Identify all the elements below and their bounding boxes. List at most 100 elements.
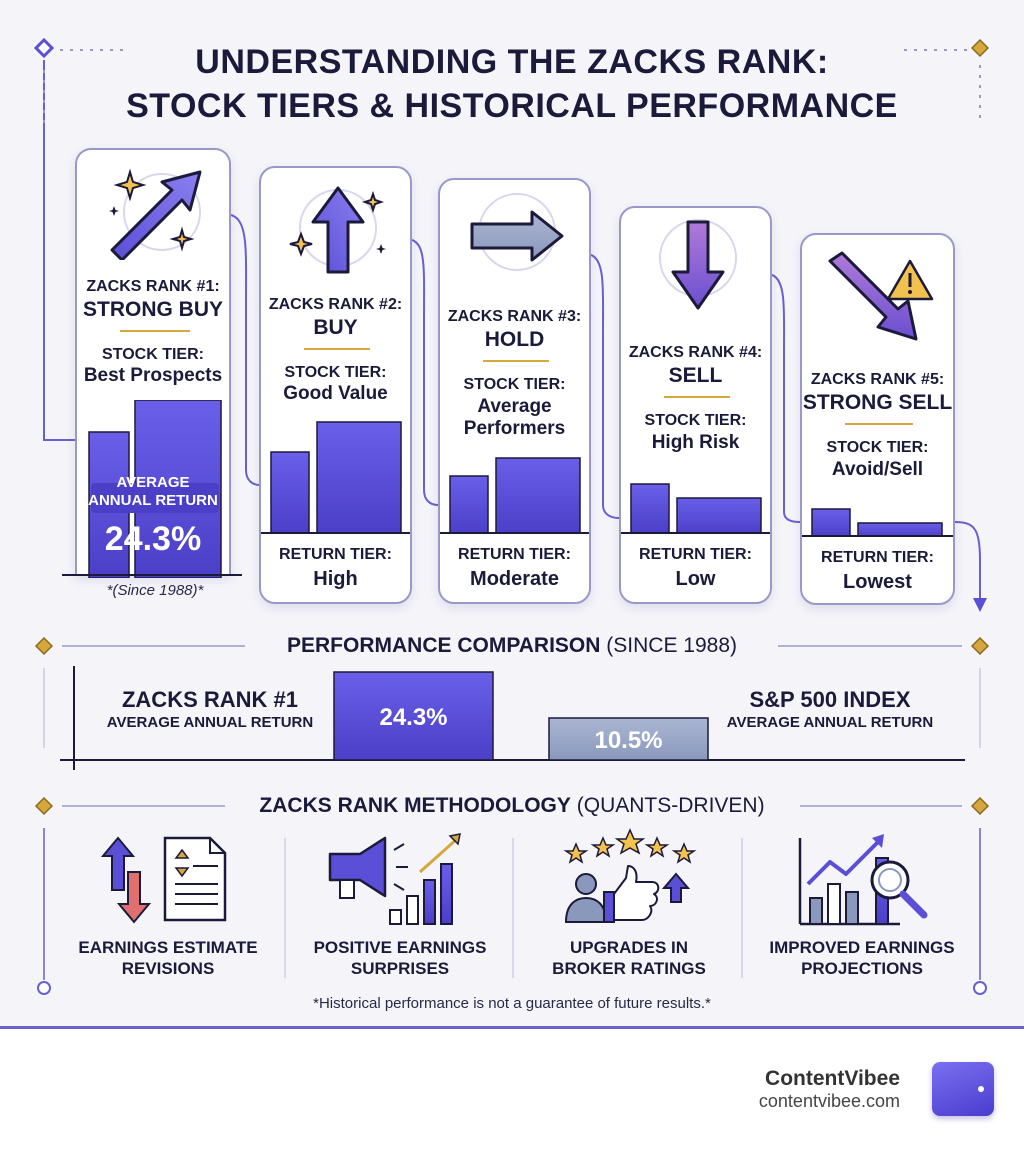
stock-tier-label: STOCK TIER: [102,346,204,363]
sp500-value: 10.5% [594,727,663,754]
return-tier-value: High [313,568,358,590]
return-bars [270,421,402,534]
trending-down-arrow-icon [828,251,934,341]
stock-tier-label: STOCK TIER: [826,439,929,456]
methodology-label: REVISIONS [121,959,215,978]
return-bars [811,508,943,537]
methodology-frame [34,796,990,995]
rank-name: HOLD [484,328,545,351]
sp500-bar [548,717,709,761]
rank-label: ZACKS RANK #5: [810,371,945,388]
return-tier-label: RETURN TIER: [639,546,752,563]
return-tier-value: Low [675,568,716,590]
methodology-label: UPGRADES IN [569,938,689,957]
avg-label-2: ANNUAL RETURN [88,492,218,509]
flow-arrowhead [973,598,987,612]
rank-name: STRONG BUY [82,298,223,321]
rank-name: SELL [668,364,723,387]
return-tier-value: Moderate [470,568,559,590]
methodology-title: ZACKS RANK METHODOLOGY [259,794,571,817]
stock-tier-label: STOCK TIER: [284,364,387,381]
frame-decoration [43,49,981,600]
return-bar [316,421,402,534]
brand-url[interactable]: contentvibee.com [758,1091,900,1111]
revision-arrows-document-icon [100,836,227,924]
methodology-label: IMPROVED EARNINGS [769,938,955,957]
stock-tier-value: Performers [463,418,566,439]
return-bars [630,483,762,534]
rank-label: ZACKS RANK #3: [447,308,582,325]
megaphone-growth-chart-icon [328,833,461,925]
rank-card-5: ZACKS RANK #5: STRONG SELL STOCK TIER: A… [800,233,955,605]
stock-tier-value: High Risk [651,432,740,453]
return-bar [630,483,670,534]
return-bar [449,475,489,534]
divider [845,423,913,425]
stock-tier-value: Best Prospects [83,365,223,386]
return-bar [270,451,310,534]
return-bar [857,522,943,537]
comparison-title: PERFORMANCE COMPARISON [286,634,601,657]
rank-card-2: ZACKS RANK #2: BUY STOCK TIER: Good Valu… [259,166,412,604]
sp500-subtitle: AVERAGE ANNUAL RETURN [726,714,934,731]
return-bar [676,497,762,534]
divider [664,396,730,398]
rank-card-3: ZACKS RANK #3: HOLD STOCK TIER: Average … [438,178,591,604]
rank-label: ZACKS RANK #4: [628,344,763,361]
chart-magnifier-icon [798,834,928,926]
return-tier-label: RETURN TIER: [821,549,934,566]
methodology-item: POSITIVE EARNINGS SURPRISES [290,937,510,979]
rank-name: BUY [313,316,358,339]
rank-label: ZACKS RANK #1: [86,278,220,295]
return-bars [449,457,581,534]
methodology-item: UPGRADES IN BROKER RATINGS [519,937,739,979]
return-bar [495,457,581,534]
trending-up-arrow-icon [109,168,202,260]
baseline [440,532,589,534]
corner-diamond [970,38,990,58]
comparison-heading: PERFORMANCE COMPARISON (SINCE 1988) [0,634,1024,658]
comparison-frame [34,636,990,770]
avg-label-1: AVERAGE [116,474,190,491]
methodology-label: EARNINGS ESTIMATE [78,938,258,957]
down-arrow-icon [659,219,737,310]
baseline [261,532,410,534]
avg-label-bg [91,483,219,513]
footer [0,1026,1024,1154]
methodology-label: BROKER RATINGS [552,959,706,978]
right-arrow-icon [470,193,564,271]
baseline [62,574,242,576]
thumbs-up-stars-icon [563,828,697,923]
rank-name: STRONG SELL [802,391,953,414]
comparison-subtitle: (SINCE 1988) [606,634,737,657]
title-line-2: STOCK TIERS & HISTORICAL PERFORMANCE [126,87,898,125]
sp500-title: S&P 500 INDEX [749,687,911,712]
up-arrow-icon [289,186,386,274]
methodology-label: POSITIVE EARNINGS [313,938,487,957]
corner-diamond [33,37,55,59]
divider [120,330,190,332]
return-tier-value: Lowest [843,571,912,593]
brand-logo-icon [932,1062,994,1116]
rank-label: ZACKS RANK #2: [268,296,403,313]
zacks-rank-1-value: 24.3% [379,704,448,731]
stock-tier-value: Good Value [283,383,388,404]
zacks-rank-1-bar [333,671,494,761]
methodology-item: EARNINGS ESTIMATE REVISIONS [58,937,278,979]
methodology-label: SURPRISES [350,959,450,978]
page-title: UNDERSTANDING THE ZACKS RANK: STOCK TIER… [0,40,1024,128]
brand-name: ContentVibee [765,1067,900,1090]
methodology-label: PROJECTIONS [801,959,923,978]
baseline [621,532,770,534]
stock-tier-value: Avoid/Sell [831,459,924,480]
methodology-item: IMPROVED EARNINGS PROJECTIONS [752,937,972,979]
return-tier-label: RETURN TIER: [279,546,392,563]
return-bar [811,508,851,537]
return-tier-label: RETURN TIER: [458,546,571,563]
avg-return-value: 24.3% [104,520,202,558]
rank-card-1: ZACKS RANK #1: STRONG BUY STOCK TIER: Be… [75,148,231,578]
zacks-rank-1-title: ZACKS RANK #1 [121,687,299,712]
stock-tier-value: Average [477,396,552,417]
baseline [802,535,953,537]
